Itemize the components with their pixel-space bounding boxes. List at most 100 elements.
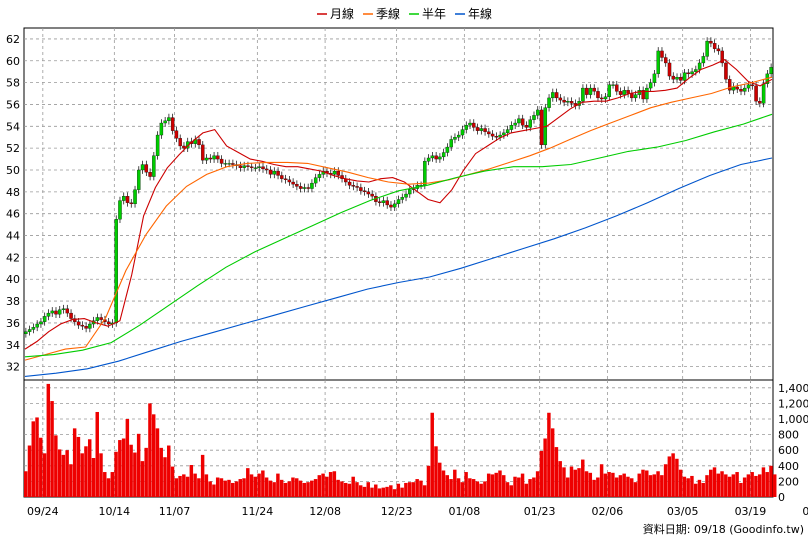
volume-bar [535,471,540,497]
volume-bar [155,428,160,497]
volume-bar [562,467,566,497]
candle-down [370,193,374,197]
volume-bar [238,479,243,497]
volume-bar [671,453,675,497]
volume-bar [524,483,529,497]
candle-up [302,187,307,189]
candle-down [125,196,130,203]
candle-up [50,310,54,314]
price-axis-tick-label: 58 [6,77,20,90]
volume-bar [528,479,532,497]
volume-bar [690,475,694,497]
volume-bar [505,482,510,497]
volume-bar [554,447,559,497]
volume-bar [87,439,92,497]
candle-down [99,317,103,320]
candle-up [133,189,137,205]
candle-down [562,99,566,103]
volume-bar [148,403,152,497]
date-axis-tick-label: 10/14 [98,505,130,518]
volume-bar [246,468,250,497]
candle-down [592,87,596,92]
volume-bar [215,477,220,497]
volume-bar [592,479,596,497]
candle-down [377,201,382,203]
candle-up [460,129,465,136]
candle-down [679,77,683,81]
candle-up [381,200,386,203]
candle-down [618,91,623,95]
volume-bar [125,419,130,497]
volume-bar [648,475,653,497]
ma-line-季線 [24,76,773,361]
volume-bar [618,475,623,497]
volume-bar [400,487,404,497]
volume-bar [306,482,310,497]
candlesticks [24,37,773,338]
volume-bar [283,482,288,497]
candle-down [201,144,205,161]
candle-down [554,92,559,99]
candle-up [648,82,653,89]
volume-bar [231,482,235,497]
volume-bar [720,471,724,497]
candle-down [472,122,476,128]
volume-bar [430,412,434,497]
volume-bar [178,475,182,497]
volume-bar [614,477,619,497]
footer-text: 資料日期: 09/18 (Goodinfo.tw) [642,523,804,536]
volume-bar [24,471,28,497]
candle-down [261,166,265,170]
price-axis-tick-label: 38 [6,295,20,308]
volume-bar [765,472,769,497]
candle-up [682,72,687,81]
volume-bar [57,449,62,497]
candle-down [265,168,269,171]
candle-up [122,196,126,201]
candle-down [178,138,182,147]
volume-bar [712,467,717,497]
candle-down [569,101,574,104]
volume-bar [35,417,39,497]
candle-up [152,155,156,177]
candle-down [758,101,762,104]
candle-down [558,97,563,101]
volume-bar [411,482,416,497]
legend-label: 半年 [422,7,446,21]
candle-down [355,186,359,188]
candle-up [761,83,766,104]
volume-bar [584,471,589,497]
candle-down [182,145,186,149]
volume-bar [340,481,344,497]
candle-down [197,139,201,146]
candle-down [520,118,525,126]
candle-down [84,326,88,329]
candle-up [588,87,593,95]
volume-bar [140,461,145,497]
candle-up [645,87,649,100]
candle-down [584,87,589,95]
volume-bar [438,462,442,497]
volume-bar [61,454,66,497]
candle-down [600,97,604,100]
volume-bar [678,469,683,497]
candle-up [769,67,773,75]
legend-label: 月線 [330,6,354,21]
candle-down [69,312,73,319]
volume-bar [106,478,111,497]
volume-bar [686,478,690,497]
candle-up [705,40,709,57]
candle-down [727,79,732,91]
volume-bar [573,469,577,497]
candle-down [630,93,634,99]
candle-up [137,169,141,190]
volume-bar [39,437,43,497]
candle-down [268,169,273,175]
volume-bar [287,481,291,497]
candle-up [39,321,43,325]
volume-bar [114,451,118,497]
volume-bar [434,446,438,497]
volume-bar [46,383,51,497]
candle-down [246,165,250,167]
